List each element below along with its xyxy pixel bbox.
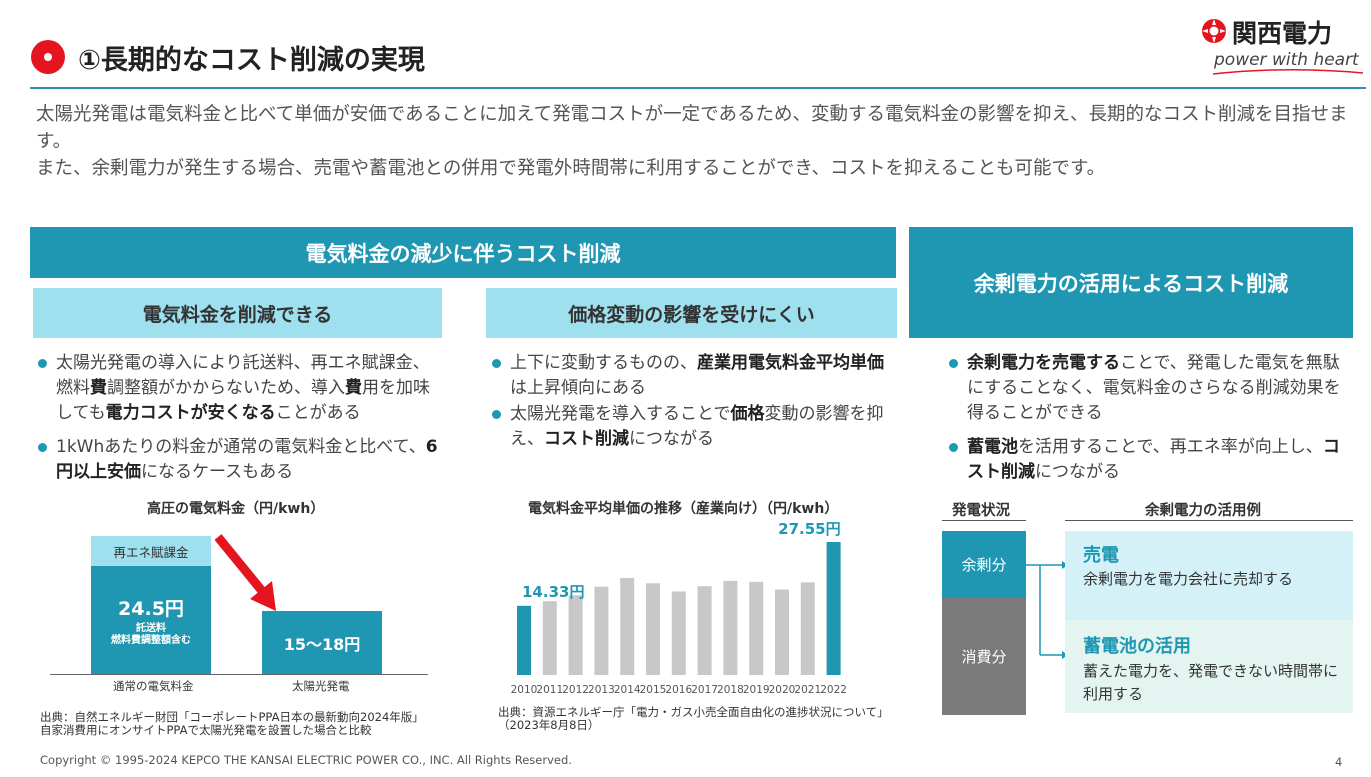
col3-bullet-2: 蓄電池を活用することで、再エネ率が向上し、コスト削減につながる	[947, 435, 1347, 485]
trend-year-label: 2022	[820, 684, 847, 696]
col3-bullet-1: 余剰電力を売電することで、発電した電気を無駄にすることなく、電気料金のさらなる削…	[947, 351, 1347, 426]
trend-bar-2020	[775, 589, 789, 675]
status-heading-rule	[942, 520, 1026, 521]
col1-heading: 電気料金を削減できる	[33, 288, 442, 338]
col1-source-2: 自家消費用にオンサイトPPAで太陽光発電を設置した場合と比較	[40, 723, 372, 737]
cat-regular: 通常の電気料金	[113, 679, 194, 693]
right-section-title: 余剰電力の活用によるコスト削減	[973, 271, 1289, 296]
trend-bar-2022	[826, 542, 841, 675]
col2-heading: 価格変動の影響を受けにくい	[486, 288, 897, 338]
trend-year-label: 2012	[562, 684, 589, 696]
trend-bar-2015	[646, 583, 660, 675]
col1-bullets: 太陽光発電の導入により託送料、再エネ賦課金、燃料費調整額がかからないため、導入費…	[36, 351, 441, 494]
solar-price-value: 15～18円	[283, 634, 361, 654]
col2-bullet-1: 上下に変動するものの、産業用電気料金平均単価は上昇傾向にある	[490, 351, 895, 401]
title-bullet-icon	[31, 40, 65, 74]
left-section-title: 電気料金の減少に伴うコスト削減	[305, 241, 621, 266]
trend-year-label: 2013	[588, 684, 615, 696]
kepco-logo-icon	[1202, 19, 1226, 43]
battery-title: 蓄電池の活用	[1083, 636, 1191, 657]
col2-bullets: 上下に変動するものの、産業用電気料金平均単価は上昇傾向にある 太陽光発電を導入す…	[490, 351, 895, 461]
trend-label-first: 14.33円	[522, 583, 584, 601]
trend-bar-2017	[697, 586, 712, 675]
intro-line-2: また、余剰電力が発生する場合、売電や蓄電池との併用で発電外時間帯に利用することが…	[36, 158, 1106, 179]
trend-bar-2011	[542, 601, 557, 675]
col2-source-2: （2023年8月8日）	[498, 718, 600, 732]
consumed-block: 消費分	[942, 598, 1026, 715]
trend-year-label: 2015	[640, 684, 667, 696]
trend-bar-2018	[723, 580, 738, 675]
col3-bullets: 余剰電力を売電することで、発電した電気を無駄にすることなく、電気料金のさらなる削…	[947, 351, 1347, 494]
logo-swoosh	[1213, 68, 1363, 75]
trend-year-label: 2011	[536, 684, 563, 696]
col2-heading-text: 価格変動の影響を受けにくい	[568, 303, 815, 326]
trend-year-label: 2021	[794, 684, 821, 696]
sell-title: 売電	[1083, 545, 1119, 566]
usage-heading: 余剰電力の活用例	[1145, 503, 1261, 519]
trend-bar-2016	[671, 591, 686, 675]
battery-card: 蓄電池の活用 蓄えた電力を、発電できない時間帯に利用する	[1065, 620, 1353, 713]
intro-line-1: 太陽光発電は電気料金と比べて単価が安価であることに加えて発電コストが一定であるた…	[36, 104, 1348, 152]
surcharge-segment: 再エネ賦課金	[91, 536, 211, 566]
sell-desc: 余剰電力を電力会社に売却する	[1083, 570, 1294, 588]
trend-bar-2012	[568, 595, 583, 675]
col2-source-1: 出典：資源エネルギー庁「電力・ガス小売全面自由化の進捗状況について」	[498, 705, 889, 719]
trend-year-label: 2014	[614, 684, 641, 696]
sell-card: 売電 余剰電力を電力会社に売却する	[1065, 531, 1353, 620]
cost-chart-title: 高圧の電気料金（円/kwh）	[147, 501, 325, 517]
trend-year-label: 2018	[717, 684, 744, 696]
consumed-label: 消費分	[961, 648, 1007, 666]
left-section-header: 電気料金の減少に伴うコスト削減	[30, 227, 896, 278]
right-section-header: 余剰電力の活用によるコスト削減	[909, 227, 1353, 338]
col2-bullet-2: 太陽光発電を導入することで価格変動の影響を抑え、コスト削減につながる	[490, 402, 895, 452]
logo-text-jp: 関西電力	[1232, 19, 1333, 48]
surplus-block: 余剰分	[942, 531, 1026, 598]
regular-price-value: 24.5円	[118, 598, 184, 620]
cost-chart-baseline	[50, 674, 428, 675]
logo-text-en: power with heart	[1214, 50, 1359, 70]
trend-bar-2010	[517, 605, 531, 675]
regular-price-sub-1: 託送料	[136, 623, 166, 634]
trend-year-label: 2017	[691, 684, 718, 696]
intro-text: 太陽光発電は電気料金と比べて単価が安価であることに加えて発電コストが一定であるた…	[36, 101, 1351, 182]
col1-heading-text: 電気料金を削減できる	[142, 303, 333, 326]
surplus-label: 余剰分	[961, 556, 1007, 574]
page-title: ①長期的なコスト削減の実現	[78, 45, 425, 76]
trend-year-label: 2019	[743, 684, 770, 696]
trend-year-label: 2016	[665, 684, 692, 696]
col1-bullet-2: 1kWhあたりの料金が通常の電気料金と比べて、6円以上安価になるケースもある	[36, 435, 441, 485]
regular-price-sub-2: 燃料費調整額含む	[111, 635, 191, 646]
trend-year-label: 2020	[769, 684, 796, 696]
surcharge-label: 再エネ賦課金	[113, 544, 189, 560]
battery-desc: 蓄えた電力を、発電できない時間帯に利用する	[1083, 662, 1339, 703]
solar-price-bar: 15～18円	[262, 611, 382, 674]
trend-label-last: 27.55円	[778, 520, 840, 538]
col1-source-1: 出典：自然エネルギー財団「コーポレートPPA日本の最新動向2024年版」	[40, 710, 424, 724]
regular-price-bar: 24.5円 託送料 燃料費調整額含む	[91, 566, 211, 674]
flow-arrows-icon	[1026, 561, 1068, 659]
col1-bullet-1: 太陽光発電の導入により託送料、再エネ賦課金、燃料費調整額がかからないため、導入費…	[36, 351, 441, 426]
trend-bar-2013	[594, 586, 609, 675]
title-divider	[30, 87, 1366, 89]
usage-heading-rule	[1065, 520, 1353, 521]
trend-bar-2019	[749, 581, 764, 675]
copyright: Copyright © 1995-2024 KEPCO THE KANSAI E…	[40, 753, 572, 767]
trend-chart-title: 電気料金平均単価の推移（産業向け）（円/kwh）	[528, 501, 839, 517]
trend-bar-2014	[620, 577, 635, 675]
trend-chart: 2010 2011 2012 2013 2014 2015 2016 2017 2018 2019…	[511, 520, 847, 696]
page-number: 4	[1335, 755, 1343, 769]
cat-solar: 太陽光発電	[292, 679, 350, 693]
trend-bar-2021	[800, 582, 815, 675]
status-heading: 発電状況	[952, 503, 1010, 519]
decrease-arrow-icon	[214, 534, 276, 611]
trend-year-label: 2010	[511, 684, 538, 696]
